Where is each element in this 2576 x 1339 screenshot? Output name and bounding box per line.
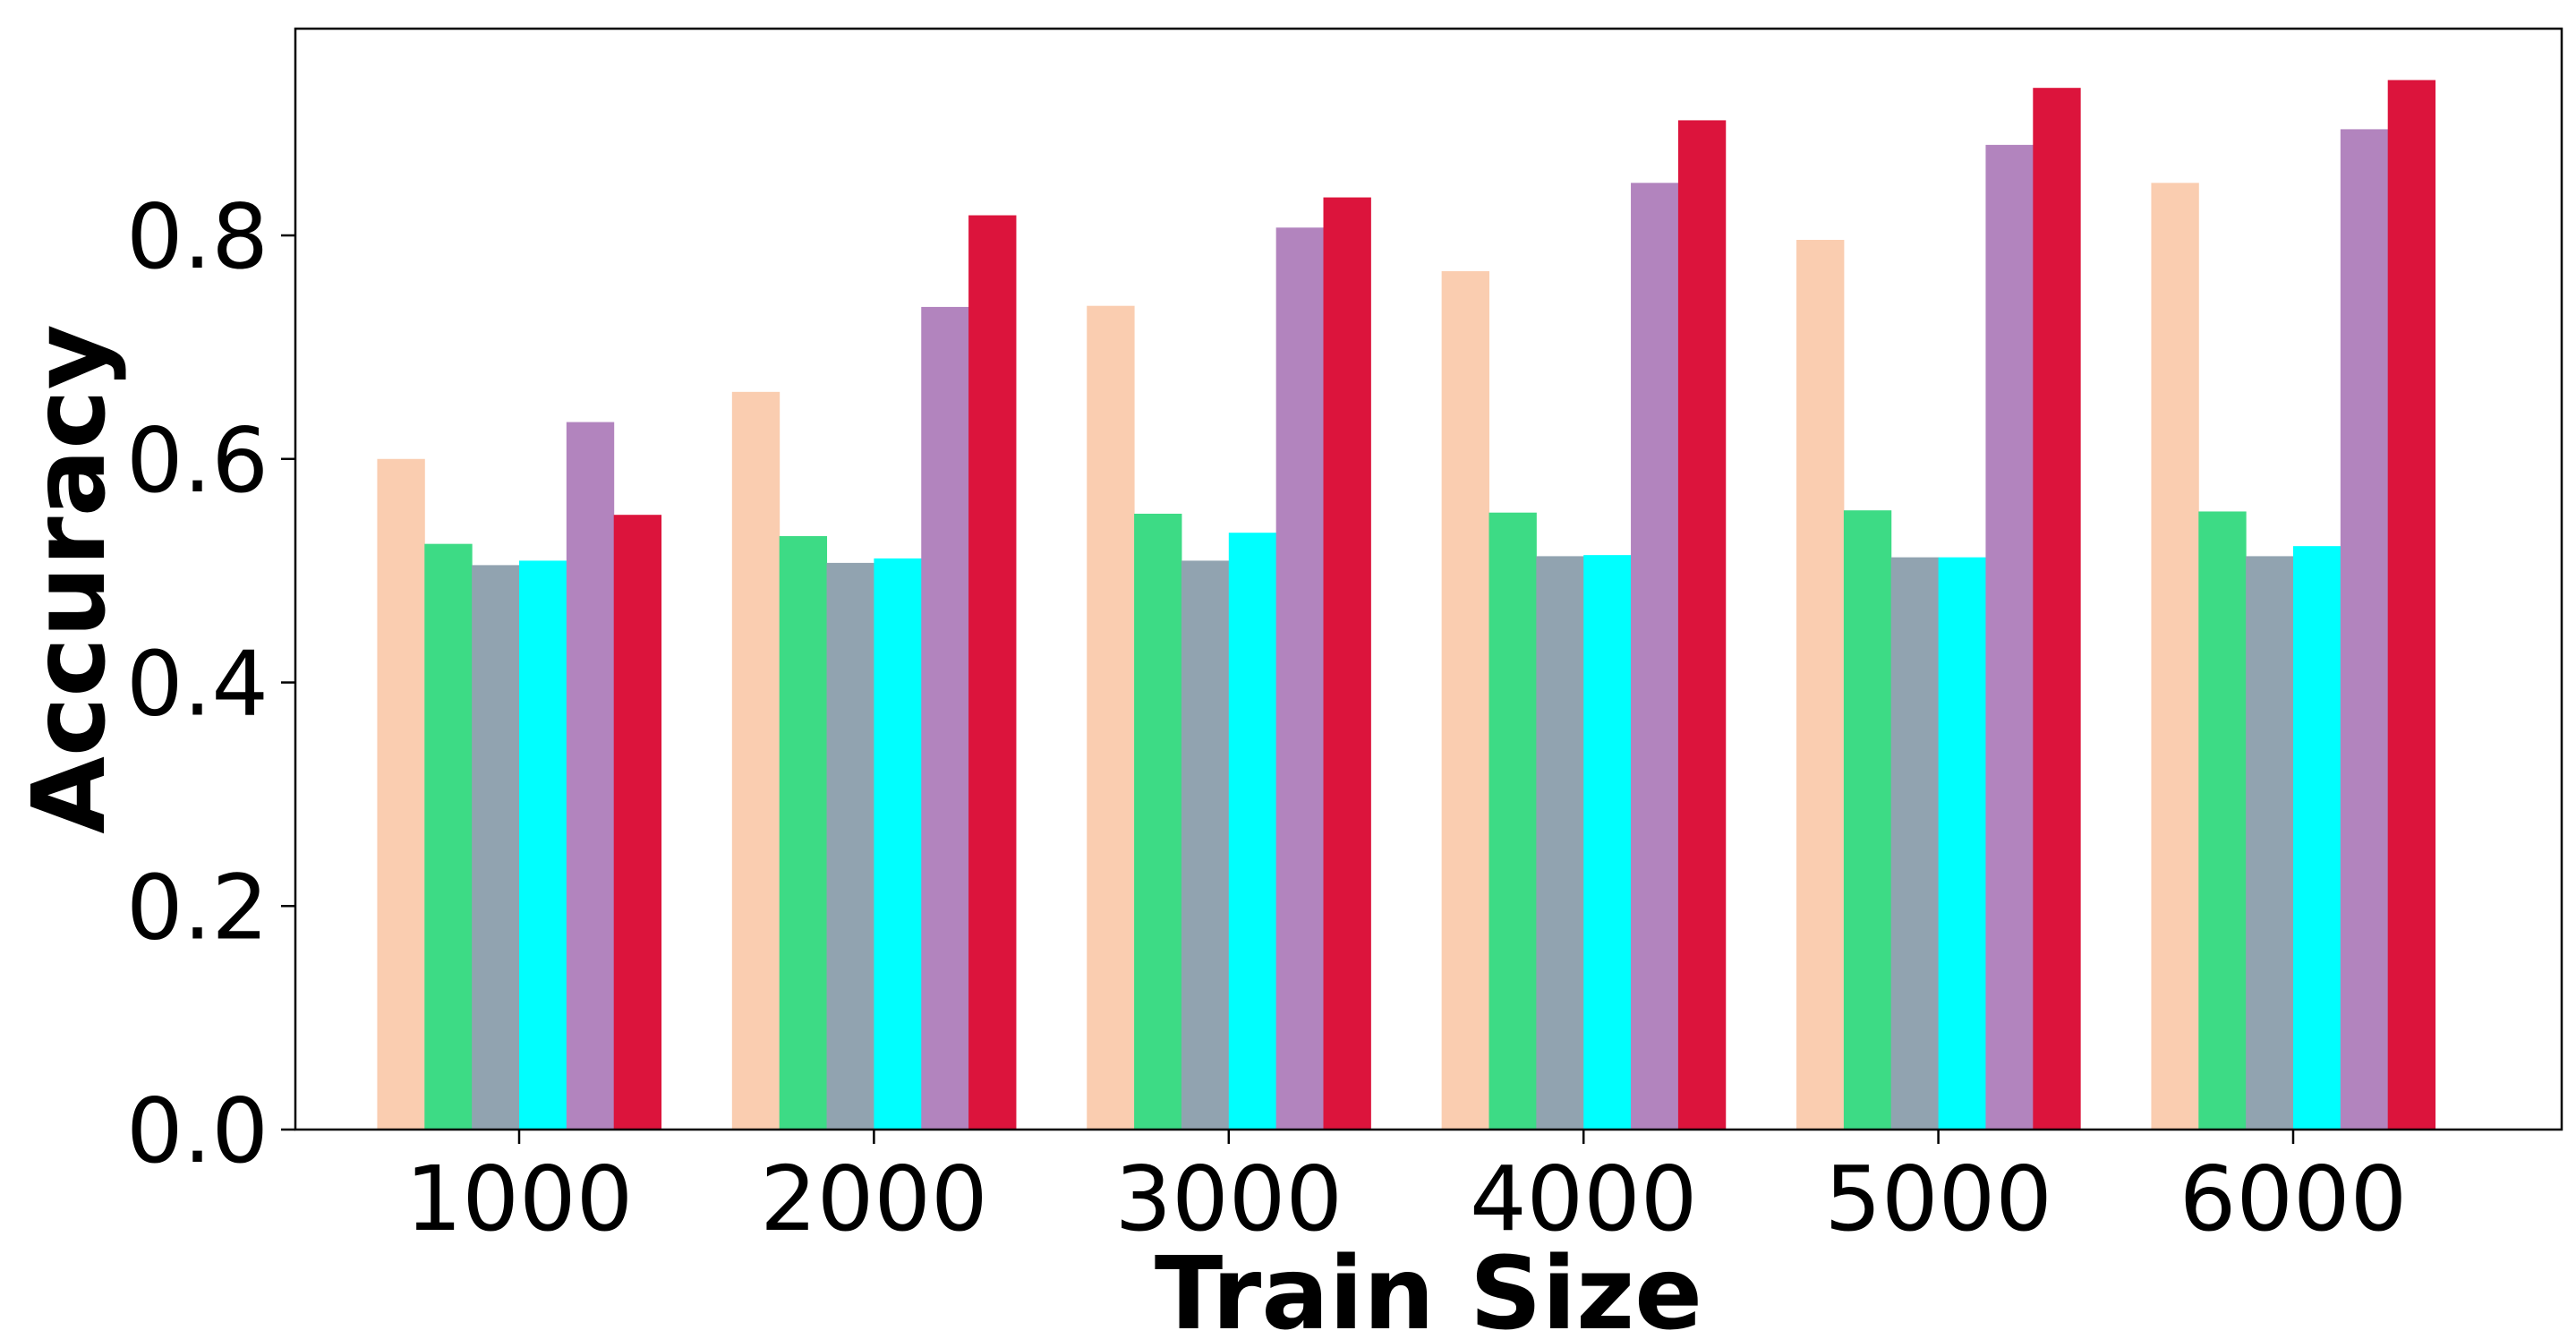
y-tick-label: 0.6 <box>126 408 269 513</box>
bar-series5-3000 <box>1275 227 1324 1130</box>
plot-frame <box>294 27 2563 1131</box>
y-tick-label: 0.2 <box>126 855 269 959</box>
bar-series1-4000 <box>1441 270 1489 1130</box>
x-axis-ticks: 1000 2000 3000 4000 5000 6000 <box>405 1130 2408 1251</box>
bar-series5-5000 <box>1985 144 2034 1130</box>
bar-series6-6000 <box>2387 80 2436 1130</box>
x-tick-label: 6000 <box>2179 1147 2408 1251</box>
x-axis-title: Train Size <box>1155 1236 1702 1339</box>
bar-series5-1000 <box>566 422 615 1130</box>
bar-series1-5000 <box>1796 240 1845 1130</box>
x-tick-label: 2000 <box>760 1147 988 1251</box>
bar-series4-2000 <box>874 558 922 1130</box>
y-tick-label: 0.4 <box>126 632 269 737</box>
bar-series2-4000 <box>1488 512 1537 1130</box>
bar-series2-1000 <box>424 543 473 1130</box>
bars-group <box>377 80 2436 1130</box>
bar-series3-6000 <box>2246 556 2294 1130</box>
bar-series2-3000 <box>1134 513 1182 1130</box>
bar-series1-2000 <box>731 391 780 1130</box>
bar-series4-4000 <box>1583 555 1632 1130</box>
y-axis-ticks: 0.0 0.2 0.4 0.6 0.8 <box>126 184 295 1183</box>
bar-series6-3000 <box>1323 197 1371 1130</box>
bar-series6-4000 <box>1677 120 1727 1130</box>
x-tick-label: 4000 <box>1470 1147 1698 1251</box>
bar-series4-6000 <box>2293 546 2341 1130</box>
bar-series1-3000 <box>1087 305 1135 1130</box>
x-tick-label: 3000 <box>1115 1147 1343 1251</box>
bar-series6-2000 <box>968 215 1017 1130</box>
x-tick-label: 5000 <box>1824 1147 2052 1251</box>
bar-series3-3000 <box>1181 560 1230 1130</box>
bar-series6-5000 <box>2033 88 2081 1130</box>
y-tick-label: 0.8 <box>126 184 269 289</box>
bar-series3-5000 <box>1890 557 1940 1130</box>
y-axis-title: Accuracy <box>12 324 128 833</box>
x-tick-label: 1000 <box>405 1147 634 1251</box>
bar-series2-6000 <box>2198 511 2247 1130</box>
bar-series5-2000 <box>921 306 969 1130</box>
bar-series4-5000 <box>1938 557 1986 1130</box>
y-tick-label: 0.0 <box>126 1079 269 1183</box>
bar-series2-5000 <box>1843 510 1892 1130</box>
bar-series2-2000 <box>779 535 828 1130</box>
bar-series1-6000 <box>2151 183 2199 1130</box>
bar-series5-4000 <box>1631 183 1679 1130</box>
bar-series4-1000 <box>519 560 567 1130</box>
bar-series3-2000 <box>826 562 874 1130</box>
bar-series3-4000 <box>1536 556 1584 1130</box>
bar-series5-6000 <box>2340 129 2389 1130</box>
bar-series4-3000 <box>1228 533 1277 1130</box>
bar-series3-1000 <box>472 565 520 1130</box>
bar-series1-1000 <box>377 458 425 1130</box>
bar-series6-1000 <box>613 515 662 1130</box>
